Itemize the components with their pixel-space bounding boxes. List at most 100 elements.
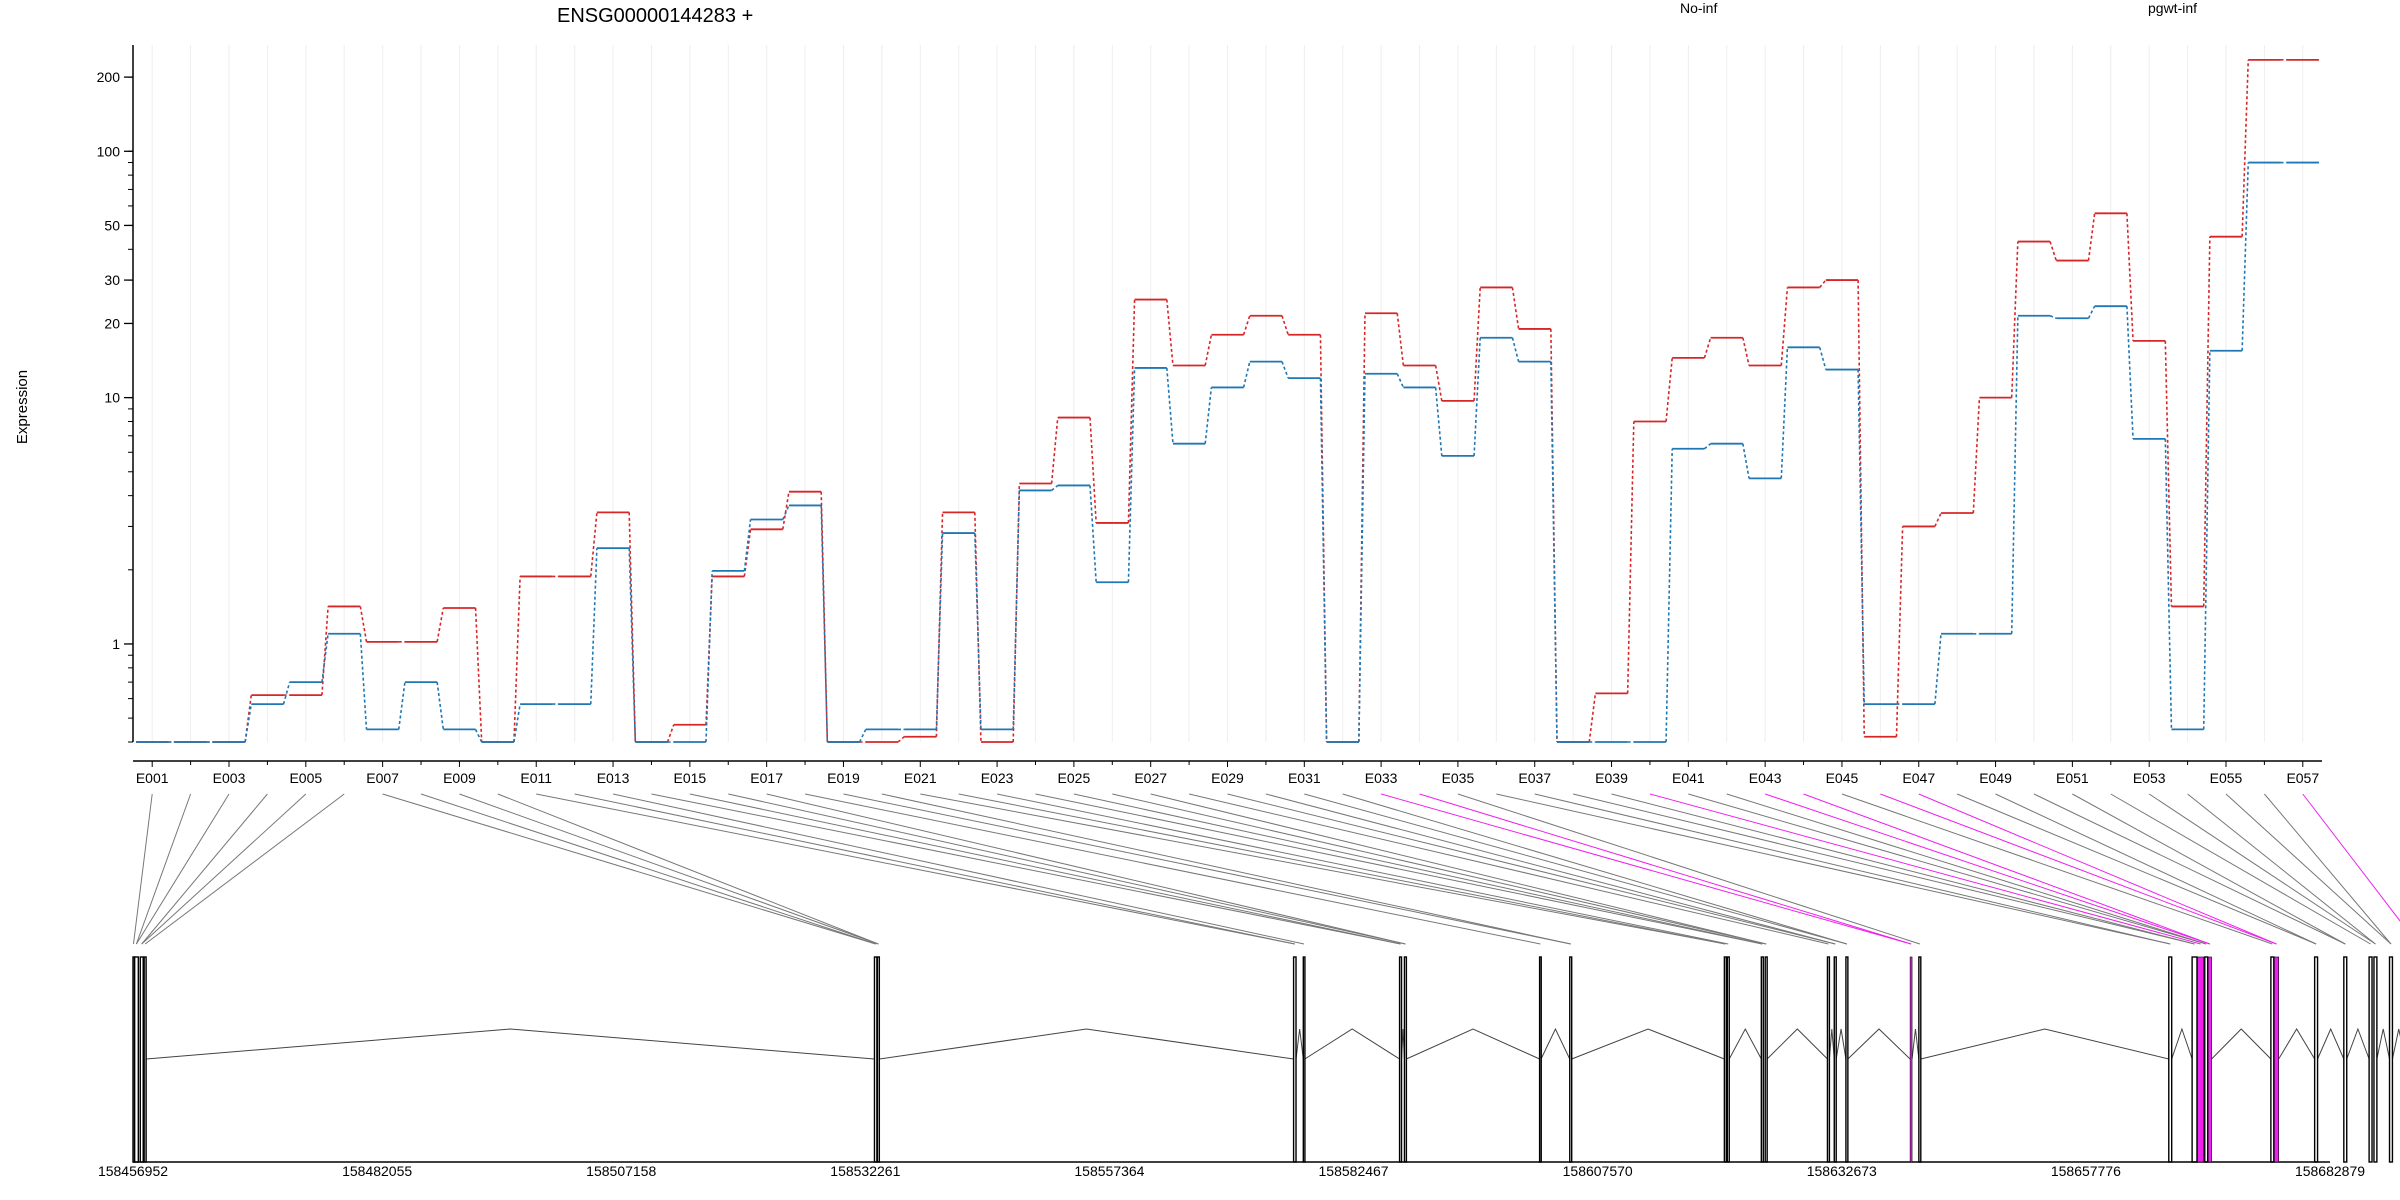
legend-pgwt-inf: pgwt-inf — [2148, 0, 2197, 16]
connector-e050 — [2049, 241, 2058, 261]
x-tick-label-e041: E041 — [1672, 770, 1705, 786]
connector-e022 — [974, 533, 982, 730]
exon-box — [1723, 956, 1728, 1163]
intron — [1728, 1027, 1762, 1060]
connector-e032 — [1358, 373, 1366, 743]
connector-line-e023 — [996, 793, 1729, 945]
exon-box — [2313, 956, 2319, 1163]
x-tick-label-e035: E035 — [1442, 770, 1475, 786]
intron — [1571, 1028, 1725, 1060]
y-tick-label-100: 100 — [97, 143, 121, 159]
connector-e028 — [1204, 334, 1213, 366]
connector-e049 — [2010, 241, 2019, 398]
connector-line-e049 — [1995, 793, 2317, 945]
connector-e004 — [282, 681, 291, 705]
x-tick-label-e037: E037 — [1518, 770, 1551, 786]
x-tick-label-e015: E015 — [673, 770, 706, 786]
connector-line-e048 — [1956, 793, 2317, 945]
exon-box — [873, 956, 878, 1163]
connector-e005 — [321, 606, 329, 696]
connector-e042 — [1742, 443, 1750, 479]
chart-title: ENSG00000144283 + — [557, 5, 753, 27]
connector-line-e026 — [1112, 793, 1767, 945]
connector-line-e028 — [1188, 793, 1829, 945]
connector-e041 — [1703, 443, 1712, 450]
connector-e049 — [2010, 315, 2019, 634]
intron — [2211, 1028, 2272, 1060]
gridlines — [151, 45, 2304, 742]
exon-box — [2343, 956, 2348, 1163]
connector-e037 — [1550, 361, 1558, 743]
coordinate-label-158482055: 158482055 — [342, 1163, 412, 1179]
exon-box — [1398, 956, 1403, 1163]
y-axis: 1 10 20 30 50 100 200 — [97, 45, 134, 743]
intron — [1828, 1028, 1835, 1060]
connector-e012 — [589, 548, 598, 705]
x-tick-label-e051: E051 — [2056, 770, 2089, 786]
exon-box — [2204, 956, 2209, 1163]
intron — [879, 1028, 1294, 1060]
connector-e032 — [1358, 313, 1366, 743]
coordinate-label-158682879: 158682879 — [2295, 1163, 2365, 1179]
exon-box — [1292, 956, 1297, 1163]
connector-line-e038 — [1573, 793, 2195, 945]
exon-box — [2270, 956, 2275, 1163]
connector-e044 — [1819, 279, 1827, 288]
x-tick-label-e033: E033 — [1365, 770, 1398, 786]
x-tick-label-e049: E049 — [1979, 770, 2012, 786]
connector-line-e002 — [135, 793, 192, 945]
connector-line-e012 — [574, 793, 1295, 945]
connector-line-e045 — [1841, 793, 2273, 945]
connector-e006 — [359, 606, 368, 642]
coordinate-label-158456952: 158456952 — [98, 1163, 168, 1179]
y-tick-label-20: 20 — [104, 315, 120, 331]
connector-e031 — [1319, 378, 1328, 743]
x-tick-label-e003: E003 — [213, 770, 246, 786]
intron — [1540, 1027, 1571, 1060]
coordinate-label-158632673: 158632673 — [1807, 1163, 1877, 1179]
exon-box — [1726, 956, 1730, 1163]
connector-e048 — [1972, 397, 1981, 514]
x-tick-label-e013: E013 — [597, 770, 630, 786]
intron — [2317, 1027, 2345, 1060]
connector-e047 — [1934, 633, 1942, 705]
gene-model: 158456952 158482055 158507158 158532261 1585… — [98, 956, 2400, 1179]
connector-line-e031 — [1304, 793, 1848, 945]
connector-e025 — [1089, 417, 1097, 523]
connector-line-e040 — [1649, 793, 2201, 945]
x-tick-label-e055: E055 — [2210, 770, 2243, 786]
connector-e052 — [2126, 306, 2134, 439]
connector-e024 — [1050, 417, 1059, 484]
connector-e042 — [1742, 337, 1750, 366]
connector-e005 — [321, 633, 329, 683]
connector-line-e024 — [1035, 793, 1763, 945]
connector-e033 — [1396, 313, 1405, 366]
coordinate-label-158582467: 158582467 — [1319, 1163, 1389, 1179]
connector-e033 — [1396, 373, 1405, 388]
x-tick-label-e053: E053 — [2133, 770, 2166, 786]
connector-line-e041 — [1688, 793, 2207, 945]
connector-e050 — [2049, 314, 2057, 319]
connector-line-e043 — [1764, 793, 2211, 945]
connector-e036 — [1511, 287, 1520, 330]
connector-line-e004 — [141, 793, 268, 945]
connector-line-e003 — [135, 793, 230, 945]
connector-e007 — [397, 682, 406, 730]
intron — [2278, 1028, 2316, 1060]
coordinate-label-158507158: 158507158 — [586, 1163, 656, 1179]
connector-e038 — [1588, 693, 1597, 743]
connector-line-e044 — [1803, 793, 2211, 945]
y-tick-label-1: 1 — [112, 636, 120, 652]
connector-line-e035 — [1457, 793, 1920, 945]
exon-box-highlight — [2273, 956, 2279, 1163]
coordinate-label-158657776: 158657776 — [2051, 1163, 2121, 1179]
connector-line-e054 — [2187, 793, 2376, 945]
connector-line-e010 — [497, 793, 879, 945]
connector-e027 — [1166, 367, 1174, 444]
x-tick-label-e011: E011 — [520, 770, 552, 786]
connector-e010 — [513, 576, 521, 743]
x-tick-label-e009: E009 — [443, 770, 476, 786]
intron — [1835, 1028, 1847, 1060]
connector-e015 — [705, 576, 713, 725]
connector-e030 — [1281, 315, 1289, 335]
